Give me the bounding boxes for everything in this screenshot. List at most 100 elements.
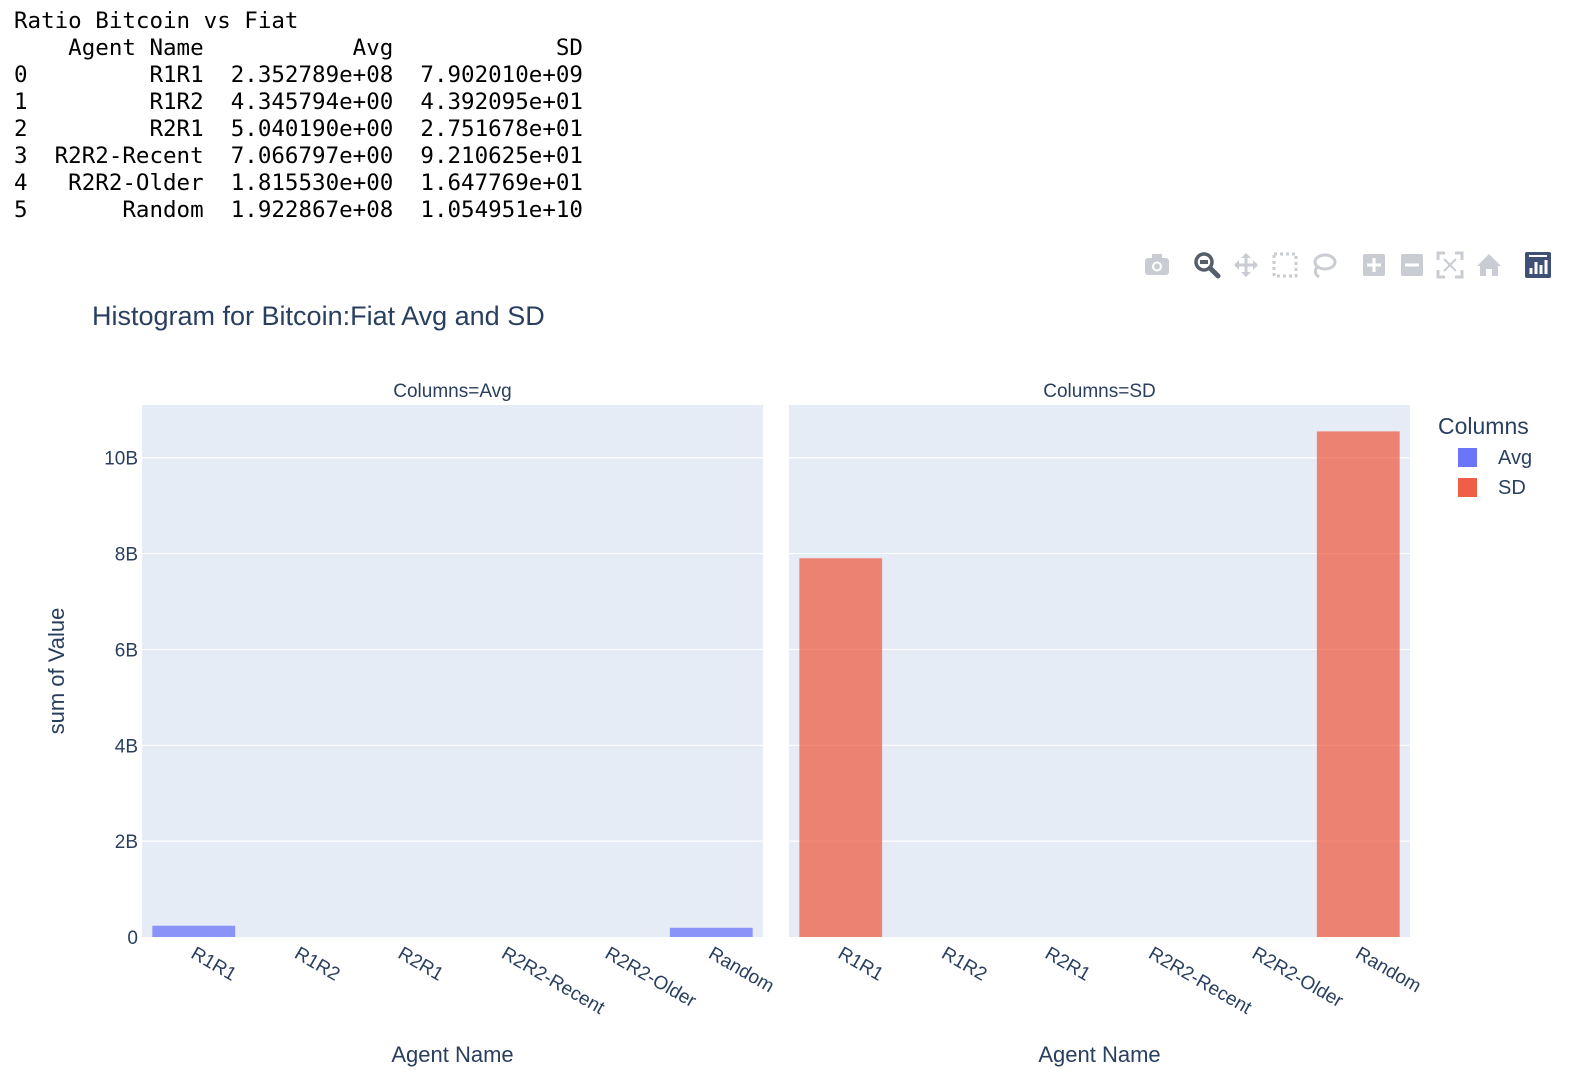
table-header-row: Agent Name Avg SD (14, 35, 583, 61)
agent-name-cell: R1R2 (27, 89, 204, 115)
autoscale-icon[interactable] (1436, 251, 1464, 279)
y-axis: 0 2B 4B 6B 8B 10B (104, 449, 138, 949)
row-index: 1 (14, 89, 28, 115)
zoom-in-icon[interactable] (1363, 254, 1385, 276)
x-axis-label: Agent Name (1038, 1042, 1160, 1067)
x-tick-label: R1R1 (834, 943, 887, 985)
lasso-loop (1313, 253, 1337, 271)
plot-background (142, 405, 763, 937)
y-axis-label: sum of Value (44, 608, 69, 735)
x-tick-label: R2R2-Recent (1145, 943, 1256, 1019)
legend-title: Columns (1438, 413, 1529, 439)
table-row: 4 R2R2-Older 1.815530e+00 1.647769e+01 (14, 170, 583, 197)
plot-background (789, 405, 1410, 937)
legend: Columns Avg SD (1438, 413, 1532, 499)
y-tick-label: 6B (115, 640, 138, 661)
y-tick-label: 2B (115, 832, 138, 853)
lasso-select-icon[interactable] (1313, 253, 1337, 279)
box-select-icon[interactable] (1272, 252, 1298, 278)
zoom-icon[interactable] (1194, 252, 1221, 279)
x-tick-label: R1R2 (938, 943, 991, 985)
sd-cell: 9.210625e+01 (393, 143, 583, 169)
zoom-in-v (1372, 258, 1376, 272)
row-index: 4 (14, 170, 28, 196)
camera-top (1152, 254, 1162, 259)
bar-sd-r1r1[interactable] (799, 558, 883, 937)
bar-avg-r1r1[interactable] (152, 925, 236, 937)
plotly-logo-bar (1544, 260, 1548, 274)
avg-cell: 5.040190e+00 (203, 116, 394, 142)
plotly-logo-icon[interactable] (1525, 252, 1551, 278)
camera-icon[interactable] (1145, 254, 1169, 275)
sd-cell: 4.392095e+01 (393, 89, 583, 115)
legend-item-sd[interactable]: SD (1498, 477, 1526, 499)
dataframe-output: Ratio Bitcoin vs Fiat Agent Name Avg SD 0… (14, 8, 583, 224)
zoom-handle (1207, 265, 1221, 279)
table-rows: 0 R1R1 2.352789e+08 7.902010e+09 1 R1R2 4… (14, 62, 583, 224)
sd-cell: 7.902010e+09 (393, 62, 583, 88)
table-row: 0 R1R1 2.352789e+08 7.902010e+09 (14, 62, 583, 89)
x-tick-label: R2R2-Recent (498, 943, 609, 1019)
subplot-avg: Columns=Avg R1R1 R1R2 R2R1 R2R2-RecentR2R2-O… (142, 381, 777, 1067)
sd-cell: 2.751678e+01 (393, 116, 583, 142)
pan-icon[interactable] (1234, 253, 1258, 277)
x-tick-label: Random (705, 943, 778, 997)
x-tick-label: Random (1352, 943, 1425, 997)
agent-name-cell: R2R2-Older (27, 170, 204, 196)
table-row: 5 Random 1.922867e+08 1.054951e+10 (14, 197, 583, 224)
lasso-tail (1313, 266, 1320, 279)
facet-label: Columns=Avg (393, 381, 511, 402)
sd-cell: 1.054951e+10 (393, 197, 583, 223)
table-row: 2 R2R1 5.040190e+00 2.751678e+01 (14, 116, 583, 143)
zoom-out-h (1405, 263, 1419, 267)
row-index: 5 (14, 197, 28, 223)
box-dashes (1272, 252, 1298, 278)
zoom-mark (1200, 260, 1208, 264)
avg-cell: 2.352789e+08 (203, 62, 394, 88)
zoom-lens (1194, 252, 1214, 272)
y-tick-label: 4B (115, 736, 138, 757)
row-index: 2 (14, 116, 28, 142)
x-tick-label: R1R2 (291, 943, 344, 985)
table-row: 1 R1R2 4.345794e+00 4.392095e+01 (14, 89, 583, 116)
agent-name-cell: R1R1 (27, 62, 204, 88)
plotly-logo-bar (1534, 262, 1538, 274)
subplot-sd: Columns=SD R1R1 R1R2 R2R1 R2R2-RecentR2R2-Ol… (789, 381, 1424, 1067)
zoom-out-icon[interactable] (1401, 254, 1423, 276)
y-tick-label: 8B (115, 545, 138, 566)
x-tick-label: R2R2-Older (601, 943, 700, 1012)
row-index: 0 (14, 62, 28, 88)
plotly-logo-bar (1539, 265, 1543, 274)
table-row: 3 R2R2-Recent 7.066797e+00 9.210625e+01 (14, 143, 583, 170)
pan-arrows (1234, 253, 1258, 277)
x-tick-label: R2R2-Older (1248, 943, 1347, 1012)
plotly-logo-bar (1529, 268, 1533, 274)
sd-cell: 1.647769e+01 (393, 170, 583, 196)
x-tick-label: R2R1 (1041, 943, 1094, 985)
reset-axes-icon[interactable] (1477, 254, 1501, 276)
bar-avg-random[interactable] (669, 927, 753, 937)
x-tick-label: R1R1 (187, 943, 240, 985)
modebar (1145, 251, 1551, 279)
bar-sd-random[interactable] (1316, 431, 1400, 937)
legend-swatch-avg[interactable] (1458, 448, 1477, 467)
table-title: Ratio Bitcoin vs Fiat (14, 8, 299, 34)
agent-name-cell: Random (27, 197, 204, 223)
row-index: 3 (14, 143, 28, 169)
x-axis-label: Agent Name (391, 1042, 513, 1067)
x-tick-label: R2R1 (394, 943, 447, 985)
avg-cell: 1.922867e+08 (203, 197, 394, 223)
autoscale-corners (1436, 251, 1464, 279)
avg-cell: 7.066797e+00 (203, 143, 394, 169)
agent-name-cell: R2R2-Recent (27, 143, 204, 169)
agent-name-cell: R2R1 (27, 116, 204, 142)
legend-swatch-sd[interactable] (1458, 478, 1477, 497)
home-shape (1477, 254, 1501, 276)
avg-cell: 1.815530e+00 (203, 170, 394, 196)
y-tick-label: 10B (104, 449, 138, 470)
legend-item-avg[interactable]: Avg (1498, 447, 1532, 469)
autoscale-cross (1443, 258, 1457, 272)
plotly-logo-dots (1529, 255, 1547, 257)
